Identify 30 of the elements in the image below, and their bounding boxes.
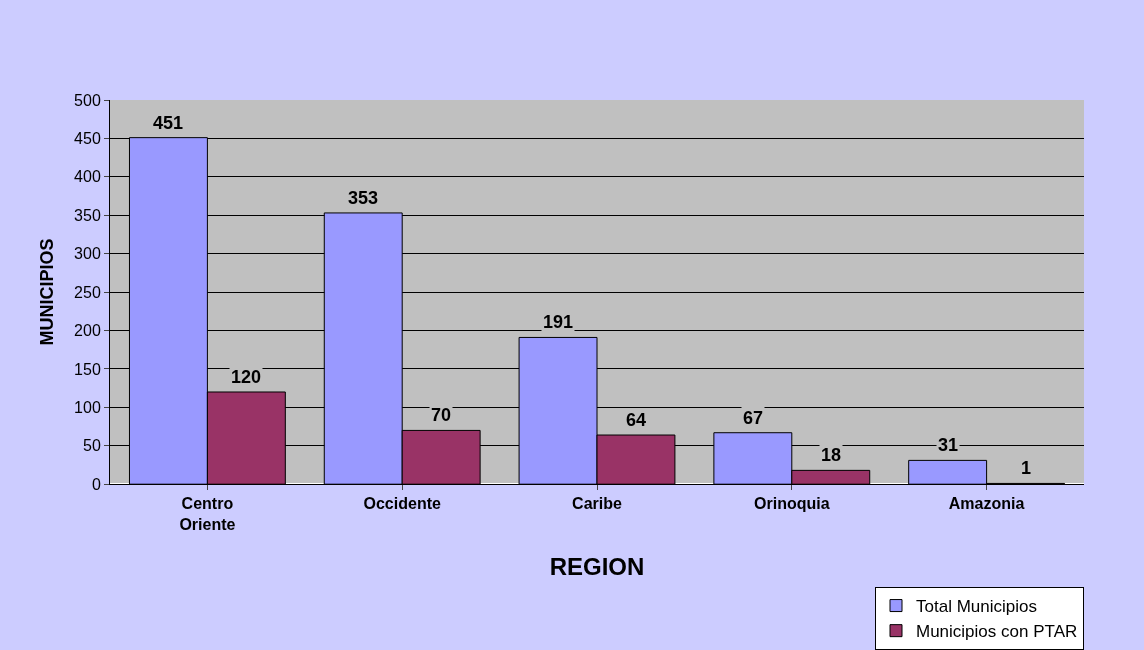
- y-tick-label: 400: [74, 168, 101, 186]
- y-tick-label: 50: [83, 437, 101, 455]
- data-label: 191: [543, 312, 574, 332]
- x-tick-label: Occidente: [363, 495, 441, 513]
- x-axis-title: REGION: [549, 552, 645, 580]
- y-tick-label: 300: [74, 245, 101, 263]
- y-tick-label: 0: [91, 475, 101, 493]
- data-label: 451: [153, 113, 184, 133]
- data-label: 64: [626, 410, 647, 430]
- data-label: 67: [743, 408, 764, 428]
- x-tick-label: Amazonia: [948, 495, 1025, 513]
- x-tick-label: Centro Oriente: [179, 495, 236, 534]
- y-tick-label: 250: [74, 283, 101, 301]
- data-label: 18: [821, 445, 842, 465]
- y-tick-label: 350: [74, 206, 101, 224]
- data-label: 120: [231, 367, 262, 387]
- data-label: 353: [348, 188, 379, 208]
- legend-label: Total Municipios: [916, 597, 1037, 617]
- data-label: 31: [938, 435, 959, 455]
- y-axis-title: MUNICIPIOS: [37, 238, 58, 346]
- y-tick-label: 100: [74, 398, 101, 416]
- y-tick-label: 500: [74, 91, 101, 109]
- data-label: 70: [431, 405, 452, 425]
- legend-label: Municipios con PTAR: [916, 622, 1078, 642]
- y-tick-label: 150: [74, 360, 101, 378]
- x-tick-label: Caribe: [572, 495, 622, 513]
- y-tick-label: 200: [74, 322, 101, 340]
- y-tick-label: 450: [74, 130, 101, 148]
- data-label: 1: [1021, 458, 1032, 478]
- x-tick-label: Orinoquia: [754, 495, 830, 513]
